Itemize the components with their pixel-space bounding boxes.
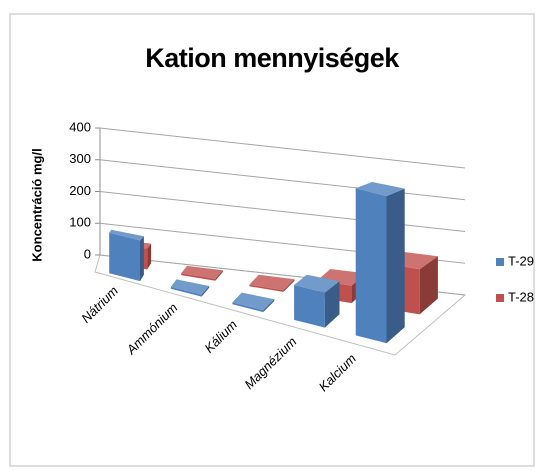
bar-front: [109, 232, 140, 282]
bar: [181, 265, 223, 281]
y-axis-label: Koncentráció mg/l: [29, 148, 44, 261]
y-tick-label: 300: [69, 151, 91, 166]
bar: [355, 182, 405, 344]
legend-swatch: [496, 258, 504, 266]
y-tick-label: 0: [84, 246, 91, 261]
bar-side: [215, 270, 223, 281]
legend-swatch: [496, 294, 504, 302]
bar-front: [170, 286, 202, 297]
y-tick-label: 400: [69, 119, 91, 134]
bar: [294, 274, 340, 328]
bar-front: [181, 273, 216, 281]
grid-line: [99, 127, 466, 169]
y-tick-label: 200: [69, 183, 91, 198]
bar-side: [263, 299, 275, 313]
bar-front: [232, 302, 264, 313]
bar-top: [232, 292, 275, 311]
bar: [232, 292, 275, 313]
bar-side: [324, 281, 340, 328]
chart-title: Kation mennyiségek: [145, 43, 400, 73]
bar-top: [170, 279, 210, 295]
y-tick-label: 100: [69, 215, 91, 230]
chart-border: [9, 13, 535, 467]
bar-side: [386, 188, 405, 344]
legend-label: T-28: [508, 289, 534, 304]
bar-top: [249, 274, 295, 291]
legend-label: T-29: [508, 253, 534, 268]
bar-side: [201, 286, 210, 297]
bar-top: [355, 182, 405, 197]
bar-side: [140, 236, 144, 282]
bar-side: [283, 279, 295, 292]
bar-side: [147, 243, 152, 270]
bar-front: [355, 188, 387, 344]
bar-front: [249, 284, 284, 292]
bar: [109, 229, 144, 282]
bar: [170, 279, 210, 297]
bar-front: [294, 285, 325, 328]
bar-top: [109, 229, 144, 241]
bar: [249, 274, 295, 292]
bar-top: [294, 274, 340, 293]
bar-top: [181, 265, 223, 279]
bar-side: [419, 256, 438, 315]
